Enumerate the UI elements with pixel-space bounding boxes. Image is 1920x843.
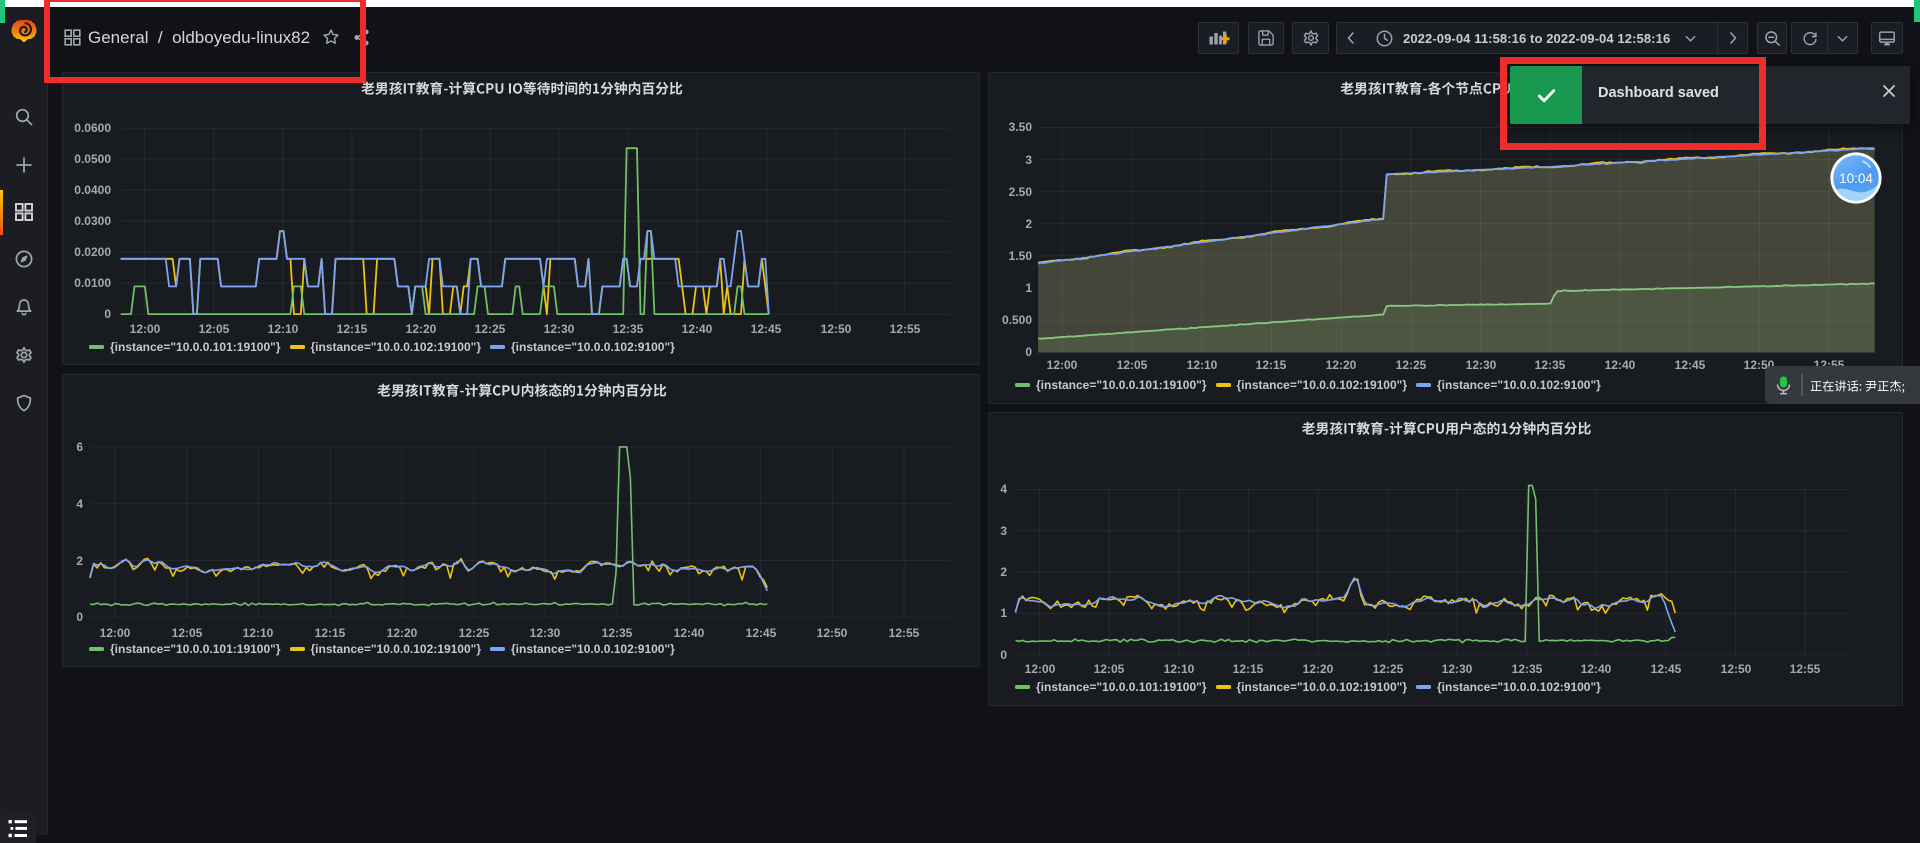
svg-text:10:04: 10:04 [1839, 171, 1873, 186]
